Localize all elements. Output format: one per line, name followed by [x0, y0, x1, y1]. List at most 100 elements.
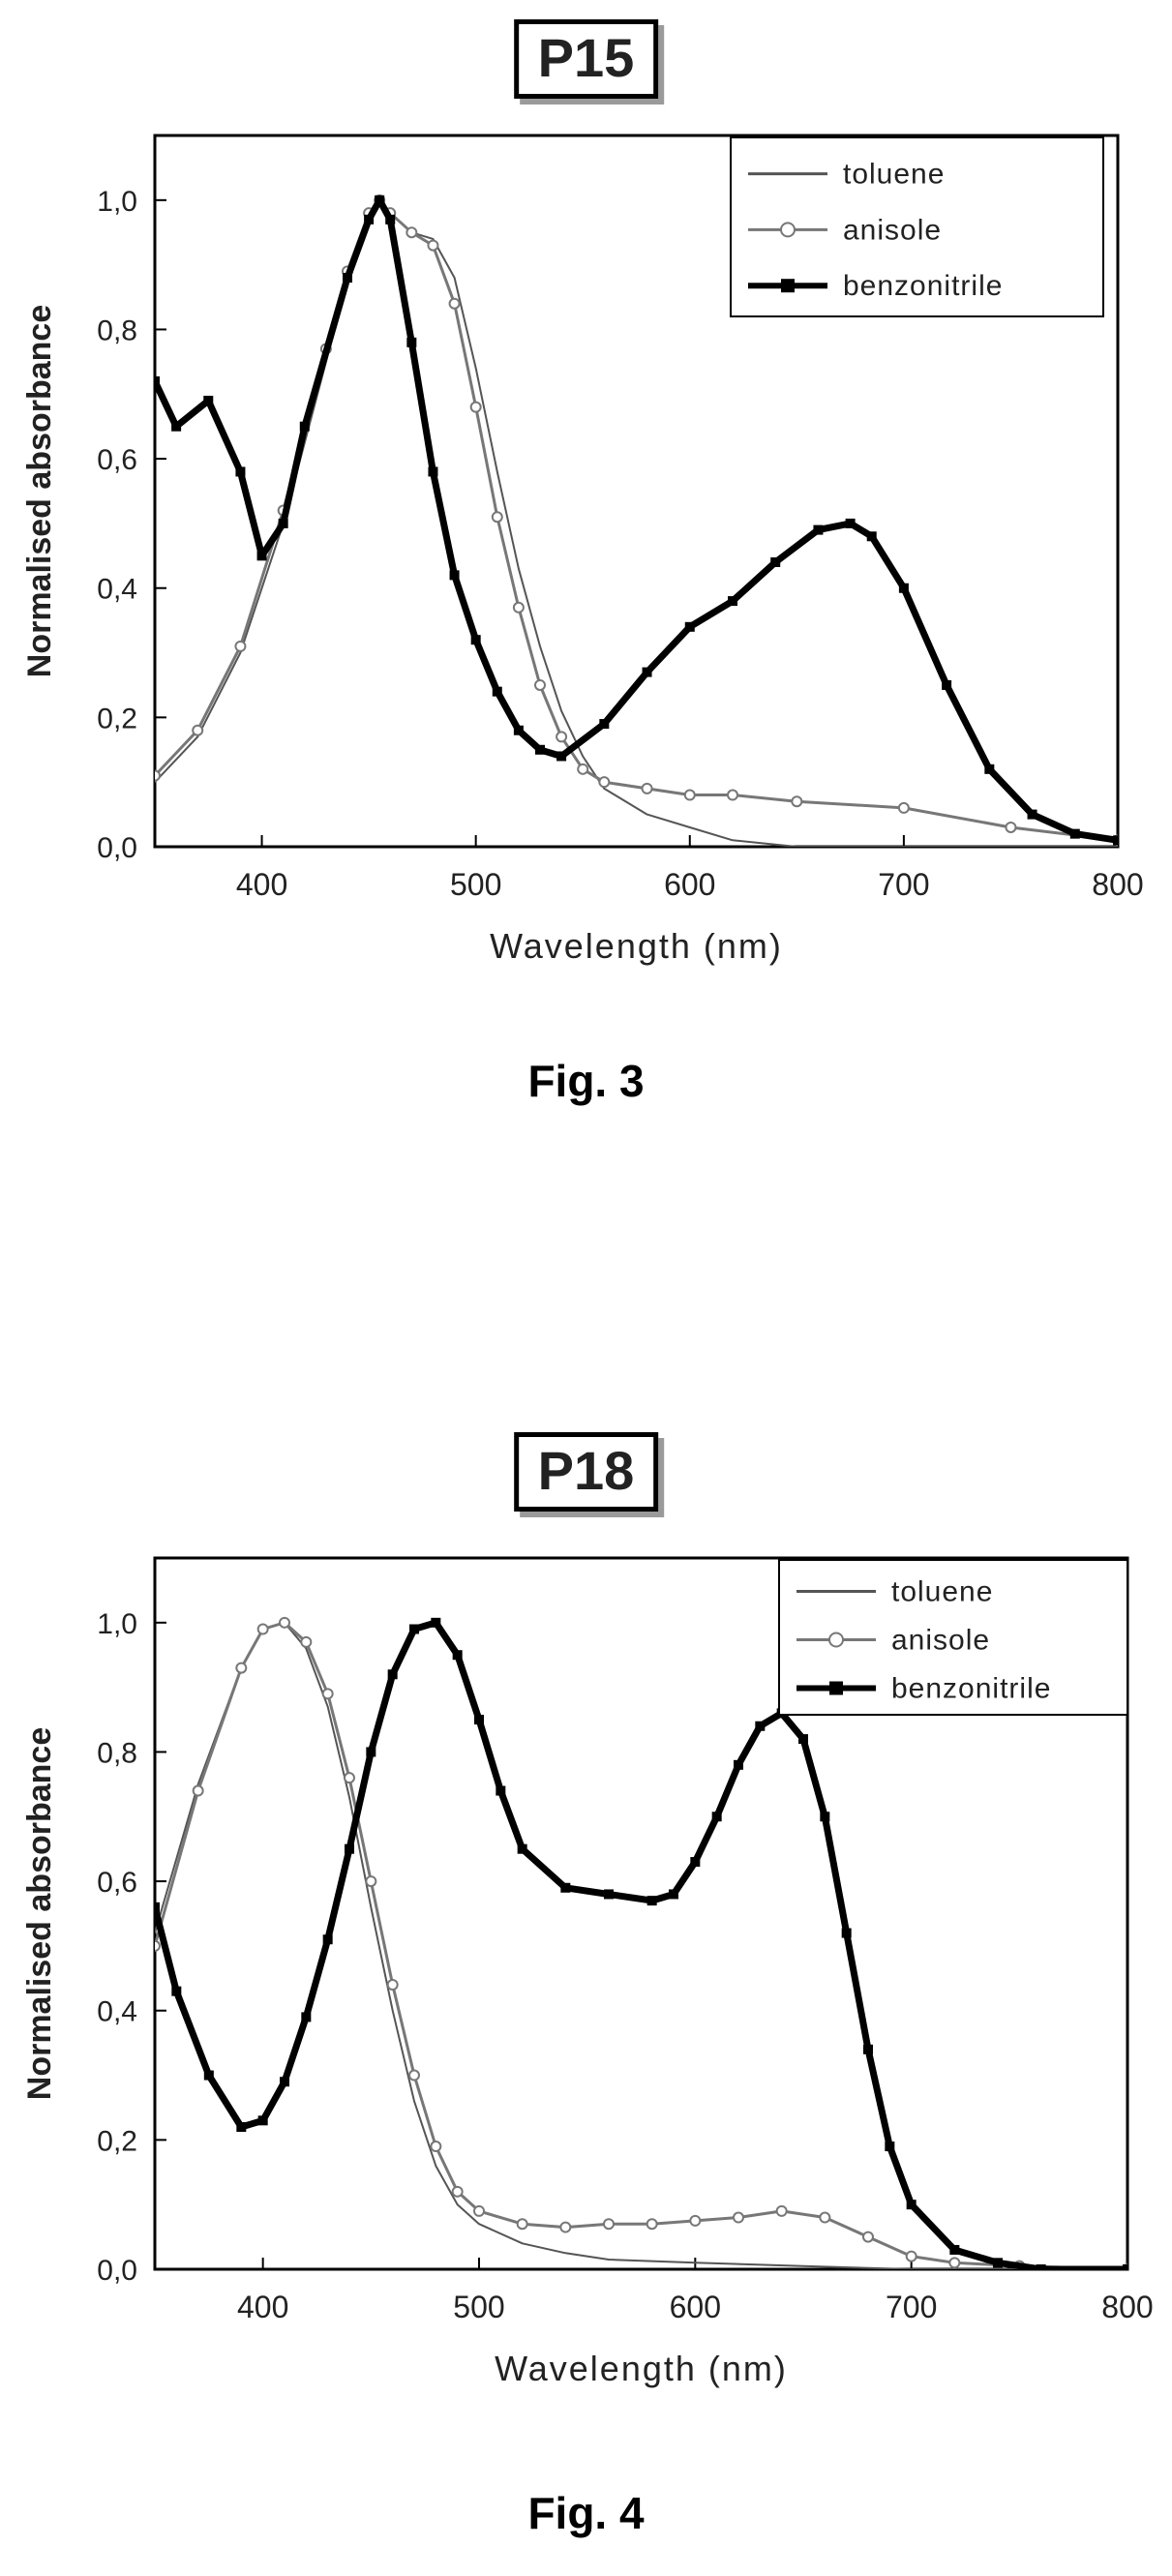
data-point — [364, 214, 375, 225]
data-point — [866, 531, 877, 542]
data-point — [234, 640, 247, 652]
data-point — [897, 801, 910, 814]
series-line-benzonitrile — [155, 1619, 1127, 2269]
data-point — [728, 596, 737, 607]
series-line-anisole — [155, 1621, 1127, 2269]
y-tick-label: 0,2 — [97, 703, 137, 734]
data-point — [770, 557, 781, 567]
data-point — [428, 466, 438, 477]
data-point — [449, 570, 460, 581]
x-tick-label: 600 — [664, 867, 715, 902]
data-point — [755, 1721, 766, 1731]
data-point — [512, 601, 525, 614]
legend-label: toluene — [891, 1576, 993, 1608]
data-point — [155, 375, 160, 386]
data-point — [898, 583, 909, 593]
data-point — [949, 2244, 960, 2255]
data-point — [470, 635, 481, 645]
data-point — [192, 724, 204, 736]
data-point — [646, 1896, 657, 1906]
x-tick-label: 700 — [878, 867, 929, 902]
data-point — [366, 1747, 376, 1757]
absorbance-chart-p18: 400 500 600 700 800 0,0 0,2 0,4 0,6 0,8 1,0 Wavelen… — [21, 1556, 1154, 2388]
data-point — [299, 421, 310, 432]
data-point — [1027, 809, 1037, 820]
data-point — [862, 2231, 874, 2243]
chart-title-box: P15 — [513, 19, 659, 99]
legend-marker — [829, 1681, 843, 1695]
data-point — [322, 1934, 333, 1945]
data-point — [885, 2142, 895, 2152]
data-point — [517, 1843, 527, 1854]
plot-frame — [153, 134, 1120, 849]
y-tick-label: 0,0 — [97, 2255, 137, 2287]
data-point — [684, 621, 695, 632]
data-point — [155, 1939, 161, 1952]
data-point — [192, 1784, 204, 1797]
data-point — [409, 1624, 419, 1634]
data-point — [641, 782, 653, 794]
series-toluene — [155, 1621, 1127, 2269]
y-tick-label: 0,6 — [97, 444, 137, 476]
data-point — [451, 2185, 464, 2198]
legend-marker — [780, 222, 796, 238]
data-point — [406, 226, 418, 239]
data-point — [727, 789, 738, 801]
data-point — [203, 2070, 214, 2081]
y-axis-label: Normalised absorbance — [21, 305, 58, 677]
data-point — [598, 776, 611, 789]
data-point — [1036, 2264, 1046, 2269]
data-point — [683, 789, 696, 801]
figure-4-panel: P18 400 500 600 700 800 0,0 0,2 0,4 0,6 0,8 1,0 Wav… — [0, 1374, 1172, 2576]
x-axis-label: Wavelength (nm) — [495, 2349, 788, 2388]
x-tick-label: 800 — [1092, 867, 1143, 902]
x-tick-label: 400 — [236, 867, 287, 902]
data-point — [375, 195, 385, 205]
data-point — [1113, 835, 1118, 846]
data-point — [236, 2122, 247, 2132]
legend-marker — [781, 279, 795, 293]
data-point — [278, 518, 288, 528]
data-point — [863, 2044, 873, 2054]
y-tick-label: 1,0 — [97, 186, 137, 218]
data-point — [775, 2204, 788, 2217]
y-tick-label: 0,8 — [97, 1737, 137, 1769]
series-benzonitrile — [155, 1617, 1127, 2269]
data-point — [408, 2069, 420, 2082]
data-point — [473, 2204, 485, 2217]
data-point — [469, 401, 482, 413]
data-point — [560, 1882, 571, 1893]
data-point — [496, 1785, 506, 1796]
data-point — [256, 551, 267, 561]
x-tick-label: 500 — [453, 2290, 504, 2324]
data-point — [345, 1843, 354, 1854]
data-point — [819, 2211, 831, 2224]
data-point — [235, 1662, 248, 1674]
data-point — [798, 1734, 808, 1745]
data-point — [279, 1616, 290, 1629]
data-point — [386, 1979, 399, 1991]
data-point — [603, 2218, 615, 2231]
data-point — [452, 1650, 463, 1661]
x-tick-label: 500 — [450, 867, 501, 902]
y-tick-label: 0,0 — [97, 832, 137, 864]
data-point — [813, 524, 824, 535]
data-point — [599, 719, 610, 730]
data-point — [604, 1889, 614, 1900]
data-point — [1005, 821, 1017, 833]
data-point — [1123, 2264, 1127, 2269]
data-point — [642, 667, 652, 677]
data-point — [430, 2141, 442, 2153]
data-point — [257, 2115, 268, 2126]
series-line-toluene — [155, 1621, 1127, 2269]
data-point — [406, 337, 417, 347]
y-tick-label: 0,6 — [97, 1867, 137, 1899]
data-point — [516, 2218, 528, 2231]
y-tick-label: 0,4 — [97, 574, 137, 606]
data-point — [791, 795, 803, 808]
chart-title-box: P18 — [513, 1432, 659, 1512]
series-anisole — [155, 1616, 1127, 2269]
data-point — [203, 395, 214, 405]
y-tick-label: 1,0 — [97, 1608, 137, 1640]
y-tick-label: 0,4 — [97, 1996, 137, 2028]
